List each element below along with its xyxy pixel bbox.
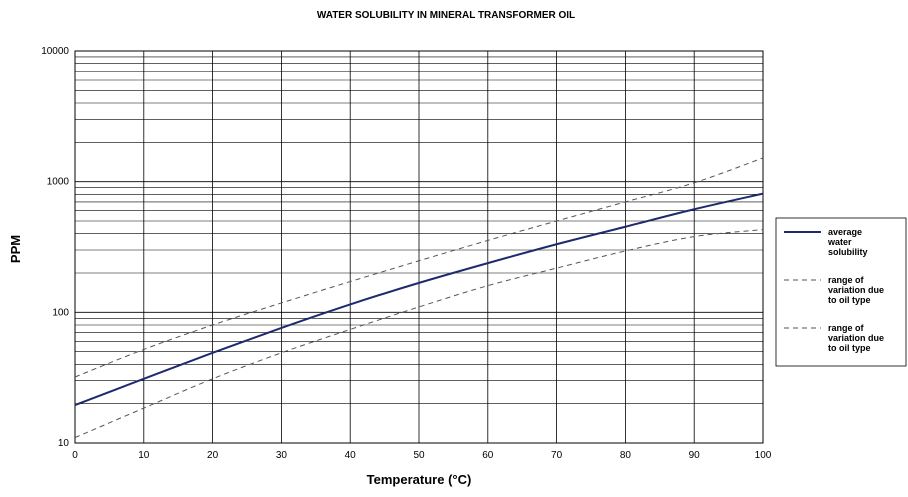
legend-label: variation due [828, 333, 884, 343]
x-tick-label: 30 [276, 450, 288, 461]
y-tick-label: 10 [58, 438, 70, 449]
y-axis-label: PPM [8, 235, 23, 263]
plot-frame [74, 50, 764, 444]
x-tick-label: 80 [620, 450, 632, 461]
x-axis-label: Temperature (°C) [367, 472, 472, 487]
x-tick-label: 0 [72, 450, 78, 461]
series-line-range-1 [74, 157, 764, 378]
x-tick-label: 50 [413, 450, 425, 461]
legend-label: range of [828, 275, 865, 285]
y-tick-label: 10000 [41, 46, 69, 57]
legend-label: water [827, 237, 852, 247]
legend-label: range of [828, 323, 865, 333]
x-tick-label: 10 [138, 450, 150, 461]
series-line-average [74, 192, 764, 407]
x-tick-label: 100 [755, 450, 772, 461]
series-lines [74, 157, 764, 439]
chart-title: WATER SOLUBILITY IN MINERAL TRANSFORMER … [317, 10, 575, 21]
x-tick-label: 20 [207, 450, 219, 461]
y-tick-label: 100 [52, 307, 69, 318]
legend-label: to oil type [828, 295, 871, 305]
legend-label: solubility [828, 247, 868, 257]
x-tick-label: 90 [689, 450, 701, 461]
x-tick-label: 70 [551, 450, 563, 461]
x-tick-label: 40 [345, 450, 357, 461]
legend-box [775, 217, 907, 367]
legend-label: to oil type [828, 343, 871, 353]
series-line-range-2 [74, 229, 764, 439]
x-tick-label: 60 [482, 450, 494, 461]
legend-label: variation due [828, 285, 884, 295]
legend-label: average [828, 227, 862, 237]
y-tick-label: 1000 [47, 177, 70, 188]
grid [74, 51, 764, 444]
